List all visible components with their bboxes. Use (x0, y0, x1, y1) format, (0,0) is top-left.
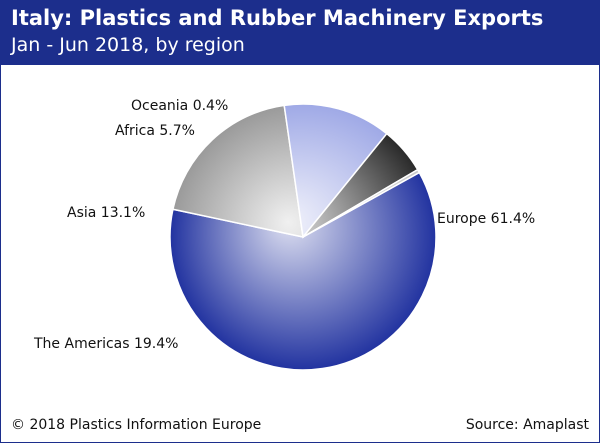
pie-chart: Europe 61.4% The Americas 19.4% Asia 13.1%… (33, 98, 535, 371)
pie-slice-the-americas (172, 104, 304, 238)
slice-label-the-americas: The Americas 19.4% (33, 336, 178, 352)
pie-slice-europe (169, 171, 437, 371)
slice-label-africa: Africa 5.7% (115, 123, 195, 139)
copyright-notice: © 2018 Plastics Information Europe (11, 417, 262, 433)
slice-label-asia: Asia 13.1% (67, 205, 145, 221)
chart-title: Italy: Plastics and Rubber Machinery Exp… (11, 6, 544, 30)
pie-slice-asia (283, 103, 388, 239)
chart-subtitle: Jan - Jun 2018, by region (11, 34, 245, 56)
slice-label-europe: Europe 61.4% (437, 211, 535, 227)
slice-label-oceania: Oceania 0.4% (131, 98, 228, 114)
chart-header: Italy: Plastics and Rubber Machinery Exp… (1, 1, 599, 65)
pie-slice-oceania (302, 168, 421, 238)
source-note: Source: Amaplast (465, 417, 589, 433)
